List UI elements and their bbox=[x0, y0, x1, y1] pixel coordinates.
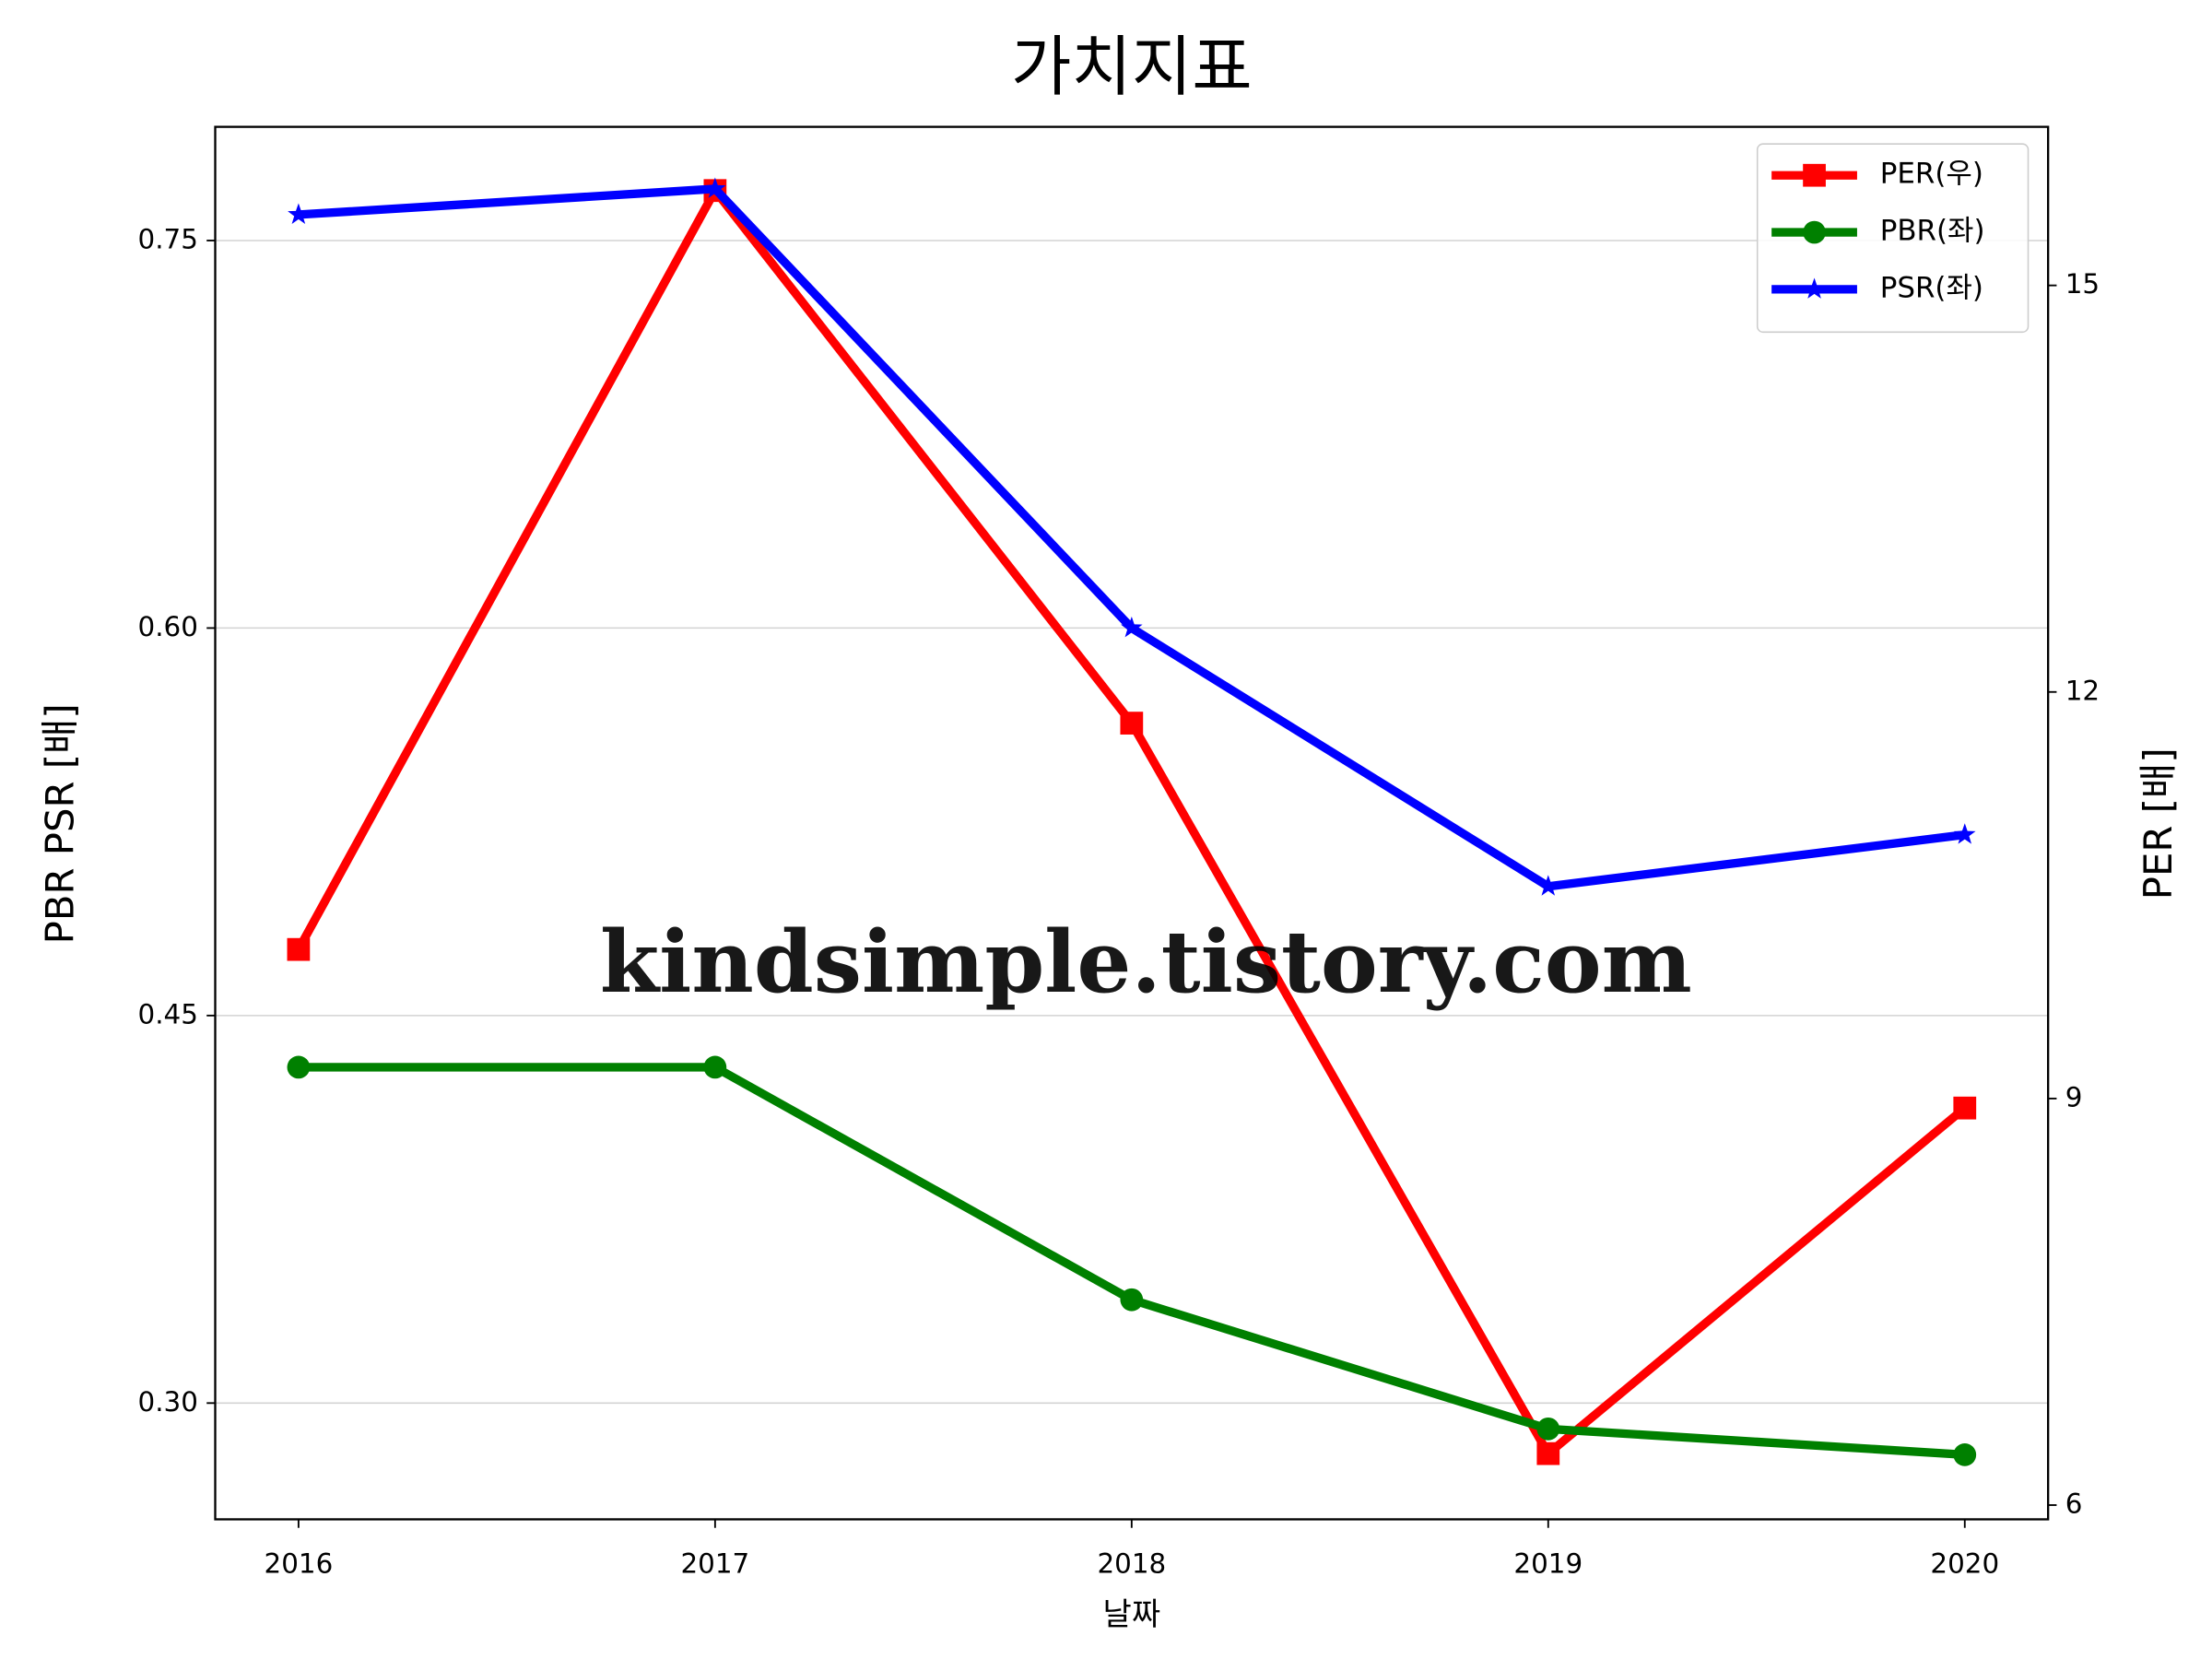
plot-frame bbox=[214, 125, 2050, 1521]
marker bbox=[703, 1055, 727, 1079]
marker bbox=[1121, 617, 1143, 638]
legend-label: PSR(좌) bbox=[1880, 271, 1983, 304]
chart-title: 가치지표 bbox=[1011, 29, 1253, 105]
marker bbox=[704, 177, 726, 198]
y-axis-label: PBR PSR [배] bbox=[38, 703, 83, 944]
marker bbox=[1537, 875, 1559, 896]
marker bbox=[288, 203, 310, 224]
legend: PER(우) PBR(좌) PSR(좌) bbox=[1756, 143, 2030, 334]
y2-tick-label: 9 bbox=[2065, 1081, 2083, 1112]
x-tick-label: 2018 bbox=[1097, 1547, 1166, 1579]
marker bbox=[287, 1055, 311, 1079]
marker bbox=[1953, 1096, 1977, 1120]
x-tick-label: 2019 bbox=[1513, 1547, 1583, 1579]
y-tick-label: 0.30 bbox=[138, 1386, 198, 1418]
y-tick-label: 0.60 bbox=[138, 611, 198, 642]
y-tick-label: 0.75 bbox=[138, 223, 198, 254]
y2-tick-label: 12 bbox=[2065, 675, 2100, 706]
marker bbox=[1536, 1441, 1560, 1465]
marker bbox=[1536, 1417, 1560, 1441]
legend-label: PBR(좌) bbox=[1880, 215, 1985, 248]
y2-tick-label: 15 bbox=[2065, 268, 2100, 300]
marker bbox=[1803, 277, 1826, 299]
marker bbox=[1120, 1288, 1144, 1312]
marker bbox=[1803, 163, 1826, 187]
marker bbox=[1954, 823, 1976, 844]
legend-label: PER(우) bbox=[1880, 158, 1983, 191]
marker bbox=[287, 937, 311, 961]
x-axis-label: 날짜 bbox=[1103, 1596, 1161, 1633]
x-tick-label: 2017 bbox=[680, 1547, 749, 1579]
y-tick-label: 0.45 bbox=[138, 998, 198, 1030]
watermark: kindsimple.tistory.com bbox=[600, 912, 1692, 1012]
x-tick-label: 2020 bbox=[1930, 1547, 1999, 1579]
y2-tick-label: 6 bbox=[2065, 1488, 2083, 1520]
marker bbox=[1953, 1443, 1977, 1466]
x-tick-label: 2016 bbox=[265, 1547, 334, 1579]
marker bbox=[1803, 220, 1826, 244]
marker bbox=[1120, 712, 1144, 735]
y2-axis-label: PER [배] bbox=[2136, 747, 2181, 900]
